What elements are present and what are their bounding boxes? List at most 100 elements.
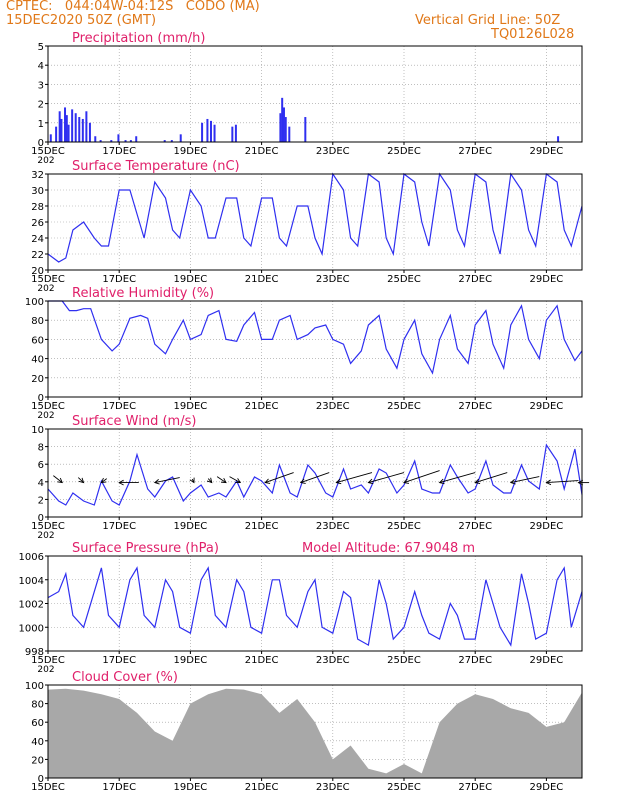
wind-arrow-head <box>577 479 584 486</box>
x-tick-label: 27DEC <box>458 401 492 412</box>
x-tick-label: 25DEC <box>387 521 421 532</box>
x-year-stub: 202 <box>37 284 54 294</box>
precip-bar <box>67 124 70 142</box>
wind-arrow <box>154 477 180 484</box>
x-tick-label: 25DEC <box>387 401 421 412</box>
x-tick-label: 29DEC <box>530 655 564 666</box>
precip-bar <box>85 111 88 142</box>
panel-annotation: Model Altitude: 67.9048 m <box>302 541 475 556</box>
y-tick-label: 4 <box>38 61 44 72</box>
precip-bar <box>213 124 216 142</box>
panel-title: Cloud Cover (%) <box>72 670 178 685</box>
x-tick-label: 15DEC <box>31 146 65 157</box>
precip-bar <box>99 140 102 142</box>
x-tick-label: 23DEC <box>316 146 350 157</box>
x-tick-label: 21DEC <box>245 782 279 793</box>
y-tick-label: 3 <box>38 80 44 91</box>
precip-bar <box>129 140 132 142</box>
wind-arrow-head <box>235 478 242 484</box>
panel-frame <box>47 300 583 398</box>
y-tick-label: 20 <box>31 755 44 766</box>
precip-bar <box>170 140 173 142</box>
precip-bar <box>55 126 58 142</box>
x-tick-label: 21DEC <box>245 274 279 285</box>
precip-bar <box>74 113 77 142</box>
x-tick-label: 19DEC <box>174 655 208 666</box>
panel-frame <box>47 684 583 779</box>
y-tick-label: 28 <box>31 202 44 213</box>
x-tick-label: 17DEC <box>102 146 136 157</box>
precip-bar <box>281 97 284 142</box>
wind-arrow <box>229 476 241 483</box>
x-tick-label: 15DEC <box>31 274 65 285</box>
wind-arrow <box>77 477 84 483</box>
series-line <box>47 172 583 263</box>
wind-arrow <box>403 470 440 484</box>
precip-bar <box>288 126 291 142</box>
x-tick-label: 23DEC <box>316 782 350 793</box>
precip-bar <box>94 136 97 142</box>
y-tick-label: 60 <box>31 718 44 729</box>
x-tick-label: 29DEC <box>530 401 564 412</box>
precip-bar <box>163 140 166 142</box>
precip-bar <box>179 134 182 142</box>
wind-arrow-head <box>118 479 124 486</box>
panel-title: Surface Pressure (hPa) <box>72 541 219 556</box>
x-tick-label: 21DEC <box>245 655 279 666</box>
precip-bar <box>206 118 209 142</box>
x-tick-label: 23DEC <box>316 655 350 666</box>
y-tick-label: 998 <box>25 647 44 658</box>
x-tick-label: 15DEC <box>31 521 65 532</box>
panel-2 <box>45 172 583 273</box>
x-tick-label: 25DEC <box>387 274 421 285</box>
x-tick-label: 17DEC <box>102 782 136 793</box>
wind-arrow <box>101 478 108 483</box>
precip-bar <box>279 113 282 142</box>
y-tick-label: 40 <box>31 355 44 366</box>
wind-arrow <box>546 480 579 484</box>
y-tick-label: 24 <box>31 234 44 245</box>
precip-bar <box>58 111 61 142</box>
panel-frame <box>47 428 583 518</box>
wind-arrow-head <box>509 479 516 485</box>
header-grid-note: Vertical Grid Line: 50Z <box>415 13 561 28</box>
series-line <box>47 443 583 506</box>
wind-arrow <box>300 472 330 484</box>
x-tick-label: 15DEC <box>31 401 65 412</box>
y-tick-label: 0 <box>38 774 44 785</box>
wind-arrow-head <box>264 478 271 484</box>
x-tick-label: 27DEC <box>458 146 492 157</box>
x-tick-label: 17DEC <box>102 274 136 285</box>
panel-title: Relative Humidity (%) <box>72 286 214 301</box>
wind-arrow <box>368 472 405 484</box>
wind-arrow-head <box>367 478 374 485</box>
wind-arrow <box>216 476 227 483</box>
series-line <box>48 300 583 375</box>
wind-arrow-head <box>335 478 342 485</box>
precip-bar <box>135 136 138 142</box>
y-tick-label: 0 <box>38 138 44 149</box>
y-tick-label: 22 <box>31 250 44 261</box>
y-tick-label: 80 <box>31 700 44 711</box>
wind-arrow-head <box>438 478 445 485</box>
wind-arrow <box>265 472 294 484</box>
wind-arrow-head <box>100 477 107 484</box>
y-tick-label: 2 <box>38 100 44 111</box>
header-model-id: TQ0126L028 <box>491 27 575 42</box>
x-tick-label: 19DEC <box>174 782 208 793</box>
x-tick-label: 19DEC <box>174 521 208 532</box>
precip-bar <box>234 124 237 142</box>
wind-arrow <box>439 472 476 484</box>
x-tick-label: 19DEC <box>174 274 208 285</box>
wind-arrow-head <box>220 477 227 484</box>
y-tick-label: 1 <box>38 119 44 130</box>
x-tick-label: 25DEC <box>387 146 421 157</box>
y-tick-label: 5 <box>38 42 44 53</box>
panel-title: Precipitation (mm/h) <box>72 31 205 46</box>
precip-bar <box>117 134 120 142</box>
precip-bar <box>110 140 113 142</box>
cloud-area <box>48 688 582 778</box>
x-year-stub: 202 <box>37 665 54 675</box>
y-tick-label: 1002 <box>19 600 44 611</box>
